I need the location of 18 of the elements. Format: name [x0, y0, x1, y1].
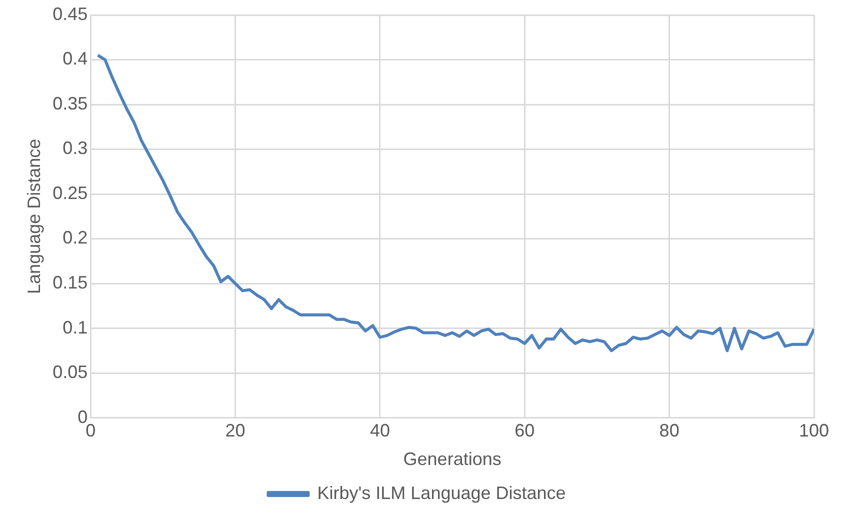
x-tick-label: 20 — [225, 420, 246, 441]
y-tick-label: 0.25 — [52, 182, 88, 203]
legend-label: Kirby's ILM Language Distance — [317, 482, 566, 503]
y-tick-label: 0.45 — [52, 4, 88, 24]
x-tick-label: 80 — [659, 420, 680, 441]
x-tick-label: 60 — [514, 420, 535, 441]
y-tick-label: 0.1 — [62, 317, 88, 338]
y-tick-label: 0.2 — [62, 228, 88, 248]
y-tick-label: 0.35 — [52, 93, 88, 114]
y-tick-label: 0.05 — [52, 362, 88, 382]
y-tick-label: 0.4 — [62, 48, 88, 69]
x-axis-title: Generations — [403, 449, 502, 470]
y-tick-label: 0 — [78, 406, 88, 427]
y-tick-label: 0.15 — [52, 272, 88, 292]
y-axis-title: Language Distance — [24, 138, 44, 294]
y-tick-label: 0.3 — [62, 138, 88, 158]
x-tick-label: 100 — [798, 420, 830, 441]
x-tick-label: 40 — [370, 420, 390, 441]
